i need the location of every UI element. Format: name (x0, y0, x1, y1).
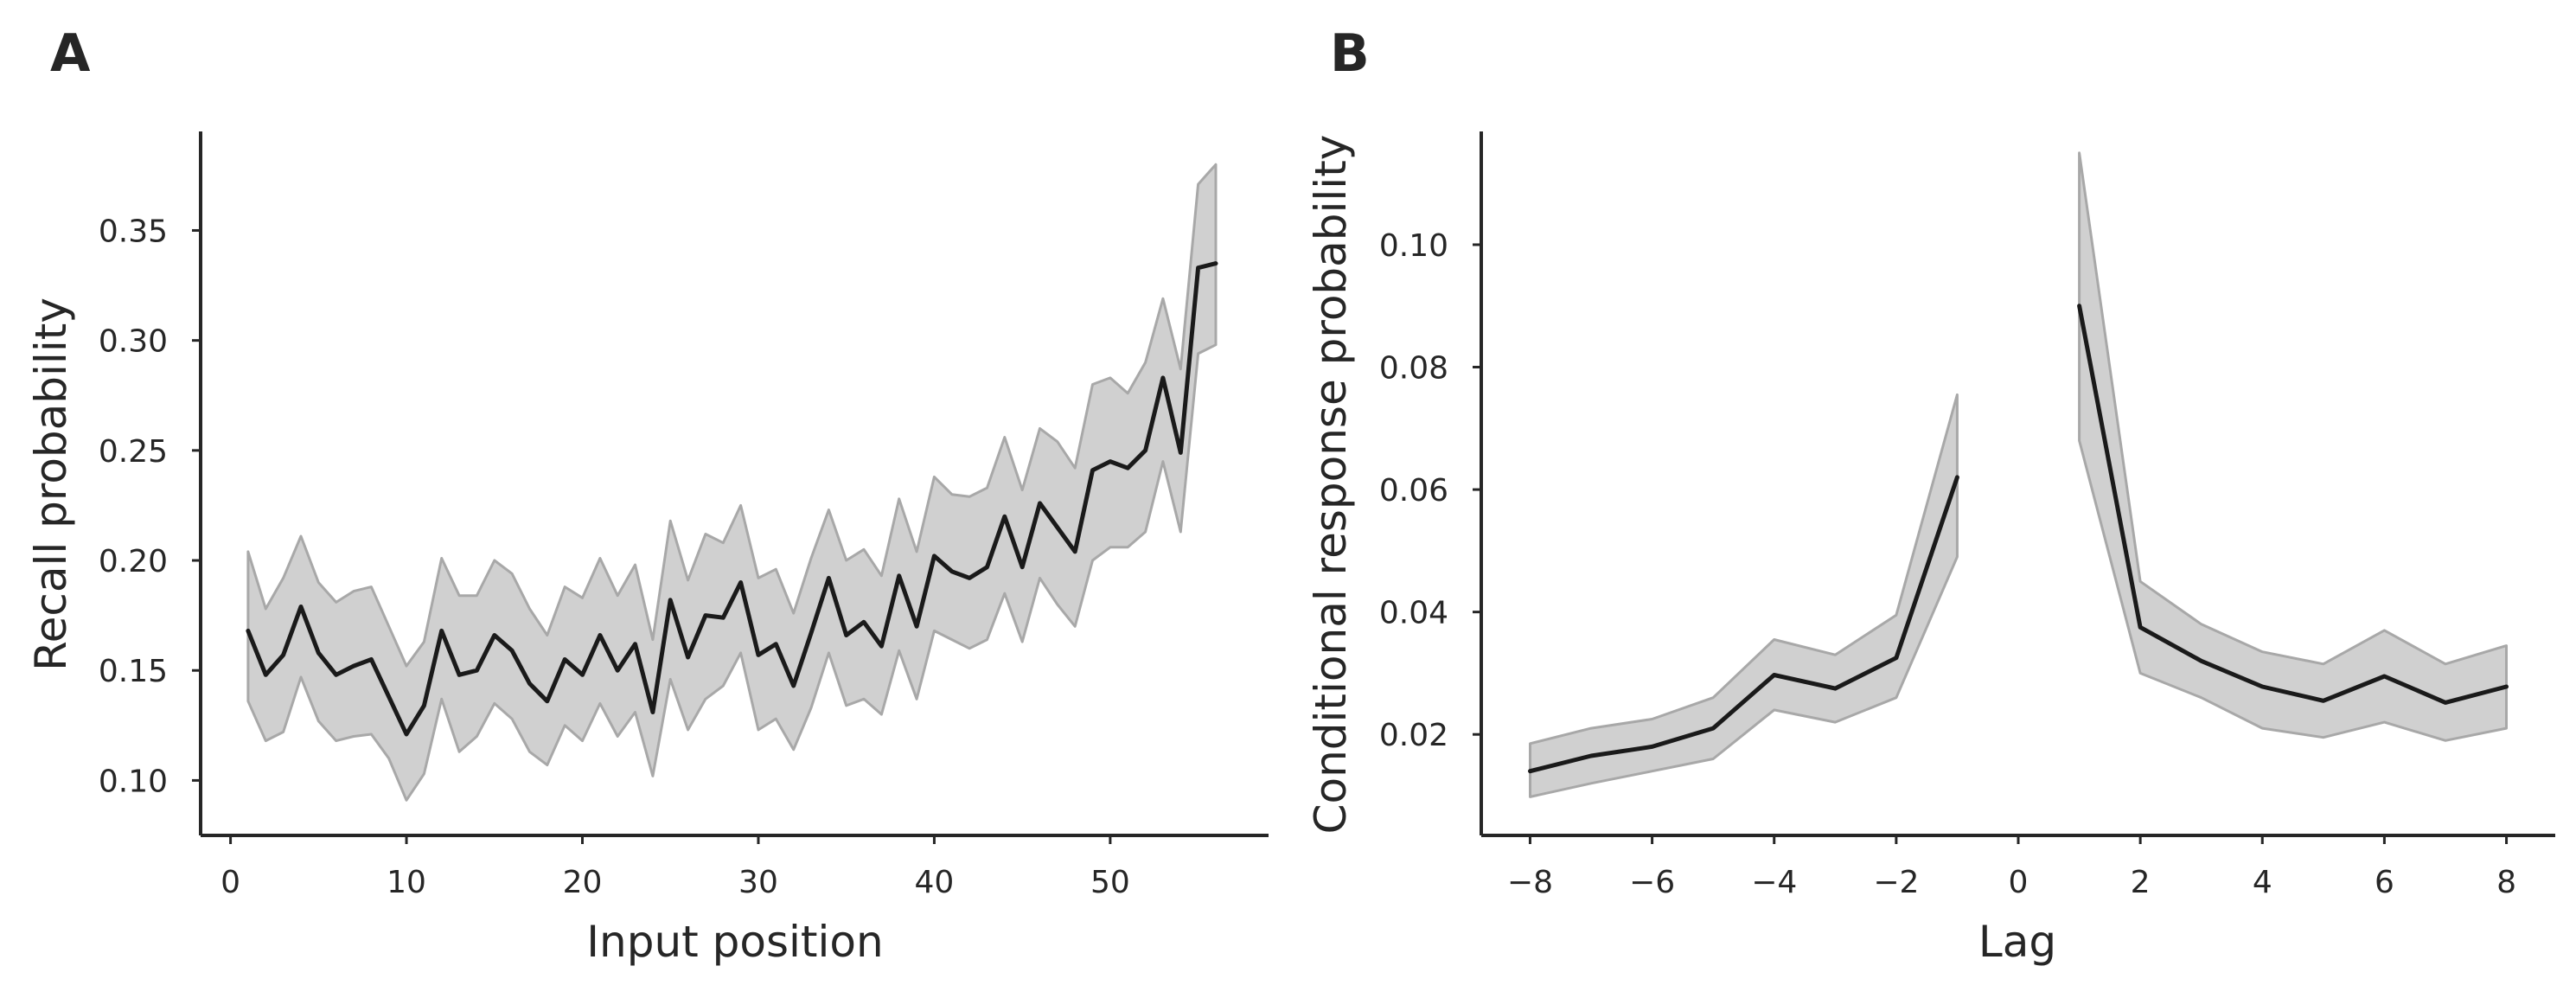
mean-line-layer (246, 261, 1218, 737)
panel-a: A 0 10 20 30 40 50 0.10 0.15 0.20 0.25 0.30 0.35 In… (26, 23, 1269, 967)
x-tick-label: 0 (2009, 865, 2029, 900)
x-tick-label: 30 (738, 865, 778, 900)
panel-letter-a: A (50, 23, 91, 84)
y-tick-label: 0.20 (99, 544, 168, 579)
y-tick-label: 0.10 (99, 764, 168, 799)
ticks-layer: −8 −6 −4 −2 0 2 4 6 8 0.02 0.04 0.06 0.08 0.10 (1379, 228, 2516, 900)
y-tick-label: 0.10 (1379, 228, 1448, 264)
mean-line-b-0 (1528, 475, 1959, 774)
x-tick-label: 4 (2253, 865, 2272, 900)
x-tick-label: 50 (1090, 865, 1130, 900)
x-tick-label: 8 (2496, 865, 2516, 900)
y-tick-label: 0.04 (1379, 596, 1448, 631)
y-axis-label-a: Recall probability (26, 297, 76, 671)
x-tick-label: 2 (2131, 865, 2151, 900)
mean-line-b-1 (2077, 304, 2509, 705)
y-tick-label: 0.25 (99, 434, 168, 470)
y-tick-label: 0.06 (1379, 473, 1448, 509)
x-tick-label: 6 (2375, 865, 2394, 900)
x-tick-label: −2 (1873, 865, 1919, 900)
x-axis-label-b: Lag (1978, 917, 2056, 967)
x-tick-label: −4 (1751, 865, 1797, 900)
confidence-band-layer (1529, 151, 2508, 798)
x-tick-label: −8 (1507, 865, 1553, 900)
mean-line-a-0 (246, 261, 1218, 737)
y-tick-label: 0.15 (99, 654, 168, 689)
x-tick-label: 0 (221, 865, 240, 900)
x-axis-label-a: Input position (586, 917, 883, 967)
panel-letter-b: B (1330, 23, 1370, 84)
x-tick-label: 40 (915, 865, 955, 900)
mean-line-layer (1528, 304, 2509, 774)
y-tick-label: 0.35 (99, 214, 168, 249)
x-tick-label: 10 (387, 865, 426, 900)
confidence-band-b-1 (2078, 151, 2508, 742)
x-tick-label: −6 (1629, 865, 1675, 900)
confidence-band-b-0 (1529, 393, 1959, 798)
y-tick-label: 0.02 (1379, 718, 1448, 753)
x-tick-label: 20 (563, 865, 603, 900)
y-axis-label-b: Conditional response probability (1306, 135, 1356, 835)
y-tick-label: 0.08 (1379, 351, 1448, 387)
ticks-layer: 0 10 20 30 40 50 0.10 0.15 0.20 0.25 0.30 0.35 (99, 214, 1130, 900)
panel-b: B −8 −6 −4 −2 0 2 4 6 80.020.040.060.080.10 Lag … (1306, 23, 2555, 967)
y-tick-label: 0.30 (99, 324, 168, 360)
